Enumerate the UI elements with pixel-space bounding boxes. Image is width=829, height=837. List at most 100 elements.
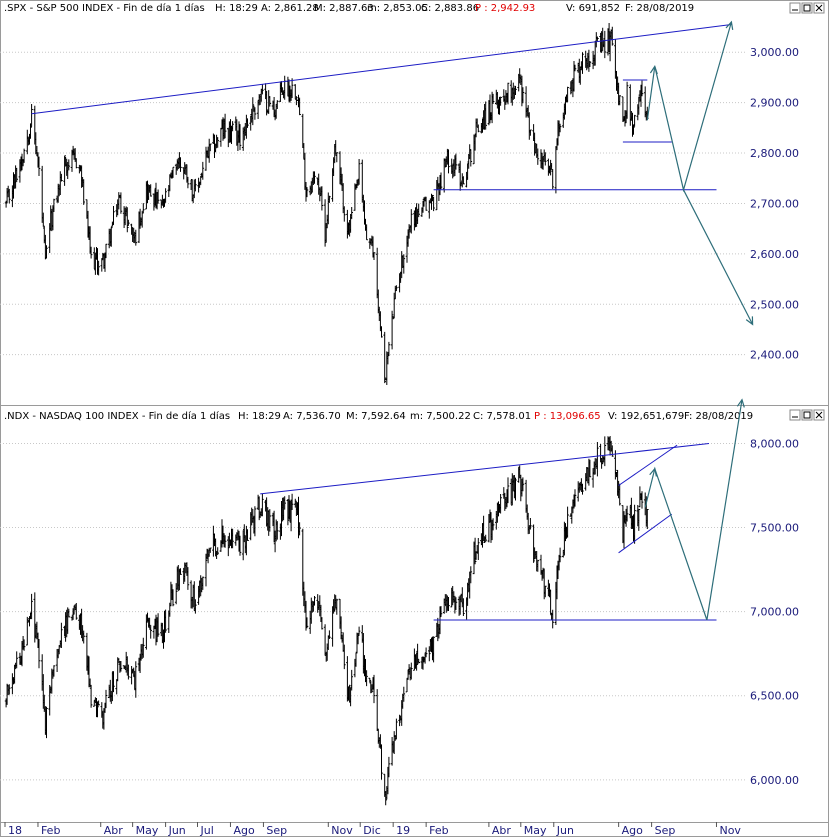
wedge-bottom-line xyxy=(618,513,673,554)
price-bar xyxy=(603,30,607,59)
x-tick-label: Feb xyxy=(429,824,448,837)
price-bar xyxy=(573,64,577,72)
price-bar xyxy=(156,613,160,637)
price-bar xyxy=(60,173,63,182)
price-bar xyxy=(499,494,502,514)
y-tick-label: 7,000.00 xyxy=(750,606,799,619)
price-bar xyxy=(335,152,339,163)
price-bar xyxy=(343,644,346,670)
price-bar xyxy=(473,537,477,565)
price-bar xyxy=(8,684,11,695)
price-bar xyxy=(283,496,286,510)
price-bar xyxy=(22,639,26,651)
price-bar xyxy=(268,509,272,532)
price-bar xyxy=(640,80,644,97)
ndx-volume: V: 192,651,679 xyxy=(608,411,684,422)
price-bar xyxy=(164,188,167,203)
close-icon xyxy=(815,4,823,12)
price-bar xyxy=(67,159,71,171)
price-bar xyxy=(82,630,85,644)
price-bar xyxy=(313,596,316,606)
price-bar xyxy=(127,664,130,680)
price-bar xyxy=(145,614,148,650)
spx-maximize-button[interactable] xyxy=(801,2,813,14)
price-bar xyxy=(417,203,420,218)
projection-arrowhead xyxy=(736,398,745,408)
spx-window-buttons[interactable] xyxy=(789,2,825,14)
price-bar xyxy=(201,161,205,180)
price-bar xyxy=(588,61,592,67)
price-bar xyxy=(532,524,535,563)
price-bar xyxy=(231,121,234,132)
spx-header: .SPX - S&P 500 INDEX - Fin de día 1 días… xyxy=(4,2,694,14)
ndx-prev: P : 13,096.65 xyxy=(534,411,601,422)
y-tick-label: 2,400.00 xyxy=(750,349,799,362)
price-bar xyxy=(152,193,156,211)
spx-minimize-button[interactable] xyxy=(789,2,801,14)
price-bar xyxy=(142,203,145,214)
price-bar xyxy=(469,566,473,584)
price-bar xyxy=(298,522,301,536)
price-bar xyxy=(633,504,636,544)
price-bar xyxy=(251,97,255,126)
price-bar xyxy=(67,608,71,618)
price-bar xyxy=(646,509,649,529)
projection-arrowhead xyxy=(649,65,658,75)
price-bar xyxy=(290,493,294,510)
price-bar xyxy=(134,661,138,698)
x-tick-label: 18 xyxy=(8,824,22,837)
price-bar xyxy=(37,639,41,669)
price-bar xyxy=(558,547,562,563)
price-bar xyxy=(357,159,361,185)
price-bar xyxy=(156,189,160,204)
price-bar xyxy=(60,622,63,648)
price-bar xyxy=(365,224,368,241)
price-bar xyxy=(380,744,383,780)
ndx-symbol: .NDX - NASDAQ 100 INDEX - Fin de día 1 d… xyxy=(4,410,230,422)
price-bar xyxy=(566,506,569,538)
spx-open: A: 2,861.28 xyxy=(261,3,319,14)
price-bar xyxy=(387,341,391,356)
ndx-minimize-button[interactable] xyxy=(789,409,801,421)
ndx-low: m: 7,500.22 xyxy=(410,411,471,422)
price-bar xyxy=(447,149,450,174)
price-bar xyxy=(75,158,78,169)
maximize-icon xyxy=(803,411,811,419)
price-bar xyxy=(499,96,502,106)
price-bar xyxy=(253,107,257,120)
y-tick-label: 7,500.00 xyxy=(750,522,799,535)
price-bar xyxy=(618,95,621,106)
price-bar xyxy=(310,181,313,195)
ndx-high: M: 7,592.64 xyxy=(346,411,406,422)
price-bar xyxy=(640,491,644,509)
price-bar xyxy=(276,100,279,109)
x-tick-label: 19 xyxy=(396,824,410,837)
price-bar xyxy=(558,123,562,133)
price-bar xyxy=(350,669,353,691)
price-bar xyxy=(383,331,386,384)
price-bar xyxy=(428,646,431,662)
price-bar xyxy=(313,171,316,184)
price-bar xyxy=(424,196,428,211)
price-bar xyxy=(506,477,510,504)
price-bar xyxy=(432,636,435,663)
price-bar xyxy=(514,477,517,501)
price-bar xyxy=(126,207,129,233)
price-bar xyxy=(119,192,123,214)
price-bar xyxy=(544,152,547,166)
price-bar xyxy=(75,603,78,620)
y-tick-label: 3,000.00 xyxy=(750,46,799,59)
x-tick-label: Dic xyxy=(363,824,381,837)
price-bar xyxy=(536,559,540,572)
price-bar xyxy=(633,114,636,127)
x-tick-label: Jun xyxy=(556,824,574,837)
price-bar xyxy=(632,124,635,135)
ndx-window-buttons[interactable] xyxy=(789,409,825,421)
price-bar xyxy=(454,597,458,610)
price-bar xyxy=(149,624,152,639)
ndx-maximize-button[interactable] xyxy=(801,409,813,421)
spx-prev: P : 2,942.93 xyxy=(475,3,535,14)
price-bar xyxy=(45,245,48,259)
price-bar xyxy=(469,149,473,167)
